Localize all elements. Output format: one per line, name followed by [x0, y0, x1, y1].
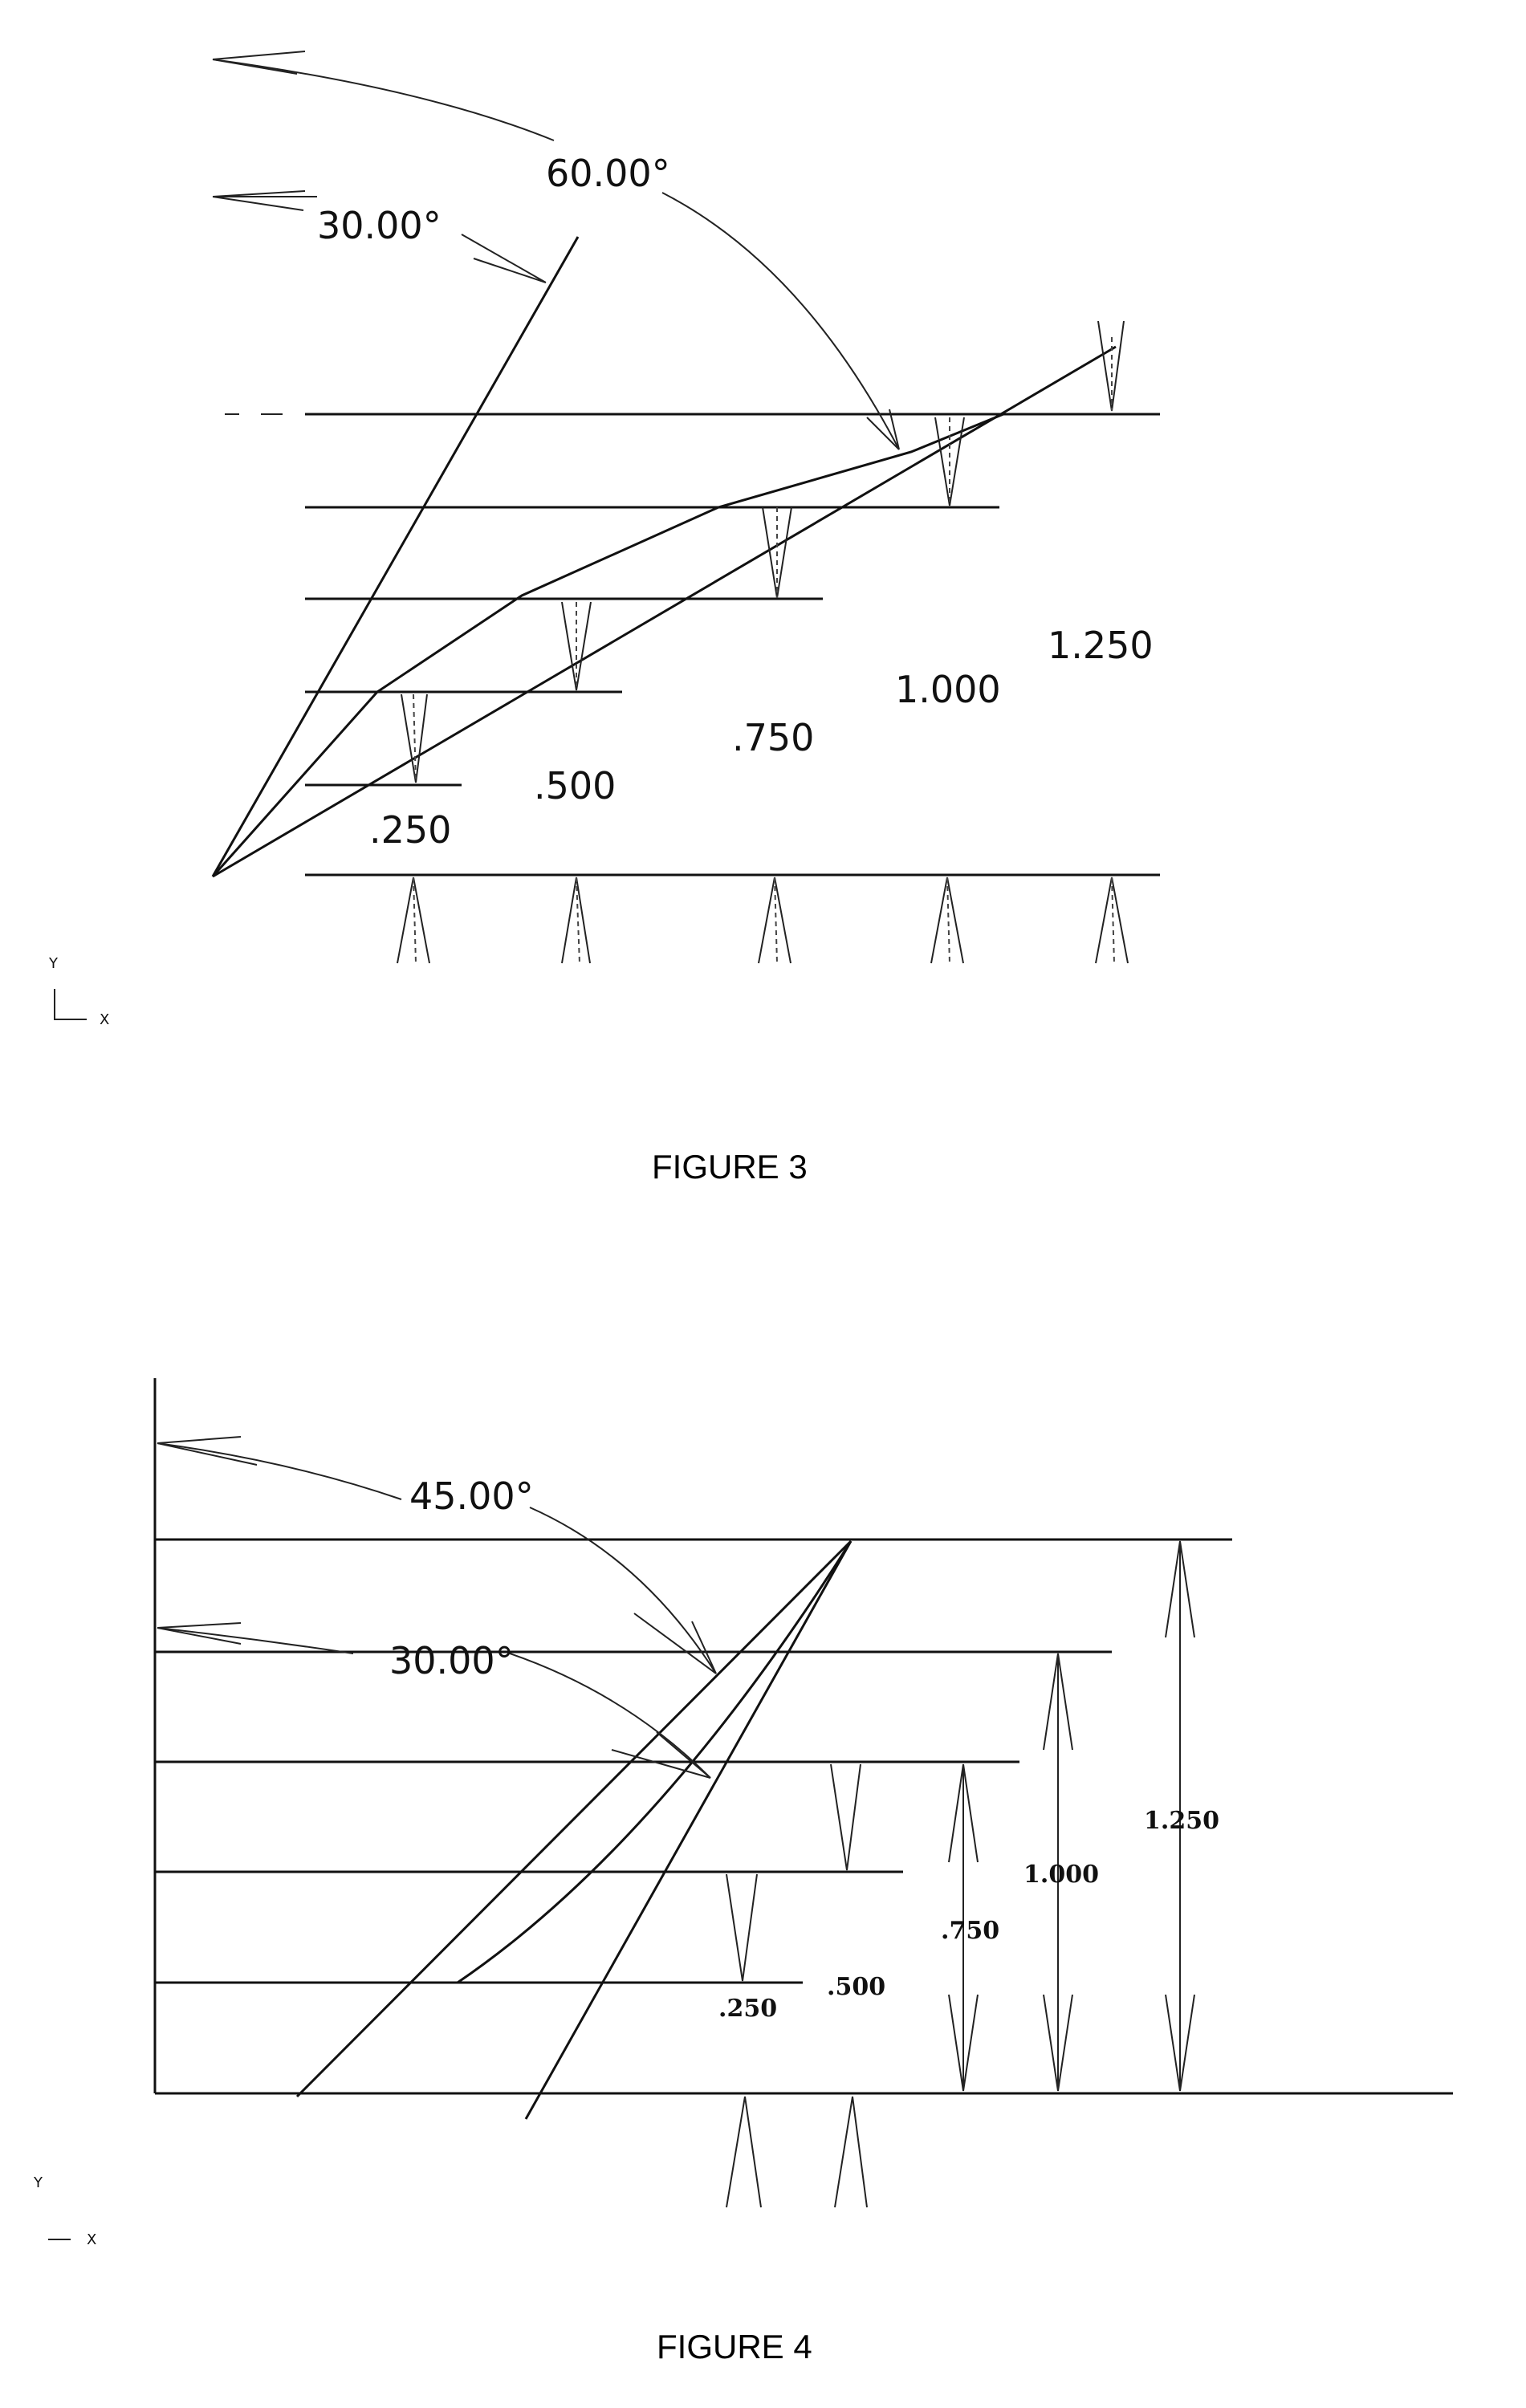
figure-3-label-500: .500 — [534, 764, 616, 807]
figure-3-label-250: .250 — [369, 808, 451, 852]
figure-4-axis-indicator: Y X — [33, 2174, 96, 2248]
figure-4-angle-label-45: 45.00° — [409, 1474, 534, 1518]
figure-3-angle-label-30: 30.00° — [317, 204, 442, 247]
figure-4-angle-label-30: 30.00° — [389, 1639, 514, 1682]
figure-3-label-1250: 1.250 — [1048, 624, 1154, 667]
figure-4-axis-x: X — [87, 2231, 96, 2248]
figure-4-label-1000: 1.000 — [1023, 1861, 1099, 1889]
figure-4: 45.00° 30.00° .250 .500 .750 1.000 1.250… — [33, 1378, 1453, 2365]
figure-3: 60.00° 30.00° .250 .500 .750 1.000 1.250… — [48, 51, 1160, 1186]
figure-4-profile-lines — [297, 1541, 851, 2119]
figure-3-profile-lines — [213, 237, 1116, 877]
figure-3-label-1000: 1.000 — [895, 668, 1001, 711]
figure-4-label-750: .750 — [941, 1917, 999, 1945]
figure-3-arrow-marks — [397, 321, 1128, 963]
figure-3-axis-y: Y — [48, 955, 59, 972]
figure-3-label-750: .750 — [732, 716, 814, 759]
figure-3-angle-dimensions — [213, 51, 899, 449]
figure-3-angle-label-60: 60.00° — [546, 152, 670, 195]
figure-4-label-1250: 1.250 — [1144, 1807, 1219, 1835]
figure-4-label-250: .250 — [718, 1995, 777, 2023]
figure-3-axis-indicator: Y X — [48, 955, 109, 1028]
figure-4-label-500: .500 — [827, 1973, 885, 2001]
figure-4-axis-y: Y — [33, 2174, 43, 2191]
figure-3-level-lines — [225, 414, 1160, 875]
figure-3-axis-x: X — [100, 1011, 109, 1028]
figure-4-caption: FIGURE 4 — [657, 2328, 812, 2365]
figure-3-caption: FIGURE 3 — [652, 1148, 808, 1186]
